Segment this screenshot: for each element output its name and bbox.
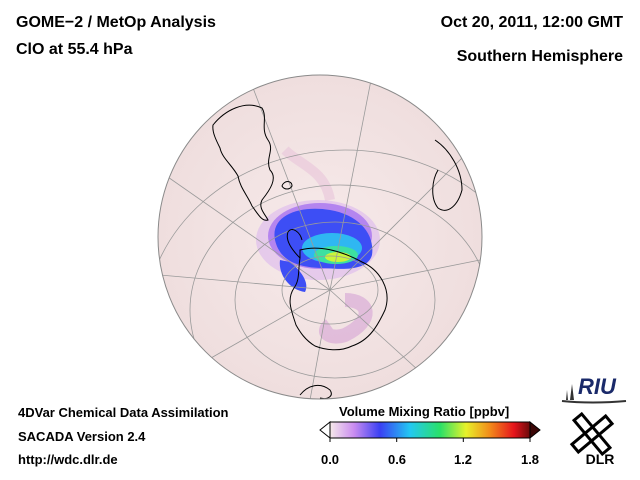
colorbar-min-arrow — [319, 420, 331, 440]
hemisphere-label: Southern Hemisphere — [456, 48, 623, 65]
clo-blue-lobe — [279, 260, 307, 292]
colorbar-max-arrow — [529, 420, 541, 440]
dlr-emblem-icon — [569, 411, 615, 457]
colorbar-tick: 1.2 — [453, 452, 473, 467]
colorbar-gradient — [329, 421, 531, 439]
map-title: GOME−2 / MetOp Analysis — [16, 14, 216, 31]
footer-version: SACADA Version 2.4 — [18, 429, 146, 444]
riu-logo: RIU — [560, 370, 630, 411]
date-label: Oct 20, 2011, 12:00 GMT — [440, 14, 623, 31]
clo-arc — [319, 293, 373, 344]
clo-filament — [281, 146, 335, 202]
globe-outline — [157, 74, 483, 400]
colorbar-tick: 0.0 — [320, 452, 340, 467]
footer-method: 4DVar Chemical Data Assimilation — [18, 405, 229, 420]
colorbar-tick: 1.8 — [520, 452, 540, 467]
colorbar-tick-marks — [329, 438, 531, 442]
dlr-logo: DLR — [560, 410, 630, 473]
colorbar — [319, 420, 541, 442]
clo-yellow-core — [325, 252, 351, 262]
riu-cathedral-icon — [570, 384, 574, 400]
riu-logo-text: RIU — [578, 374, 617, 399]
map-subtitle: ClO at 55.4 hPa — [16, 41, 133, 58]
graticule — [158, 75, 482, 399]
colorbar-label: Volume Mixing Ratio [ppbv] — [339, 404, 510, 419]
footer-url[interactable]: http://wdc.dlr.de — [18, 452, 118, 467]
dlr-logo-text: DLR — [586, 451, 615, 467]
coastlines — [212, 104, 463, 399]
colorbar-tick: 0.6 — [387, 452, 407, 467]
